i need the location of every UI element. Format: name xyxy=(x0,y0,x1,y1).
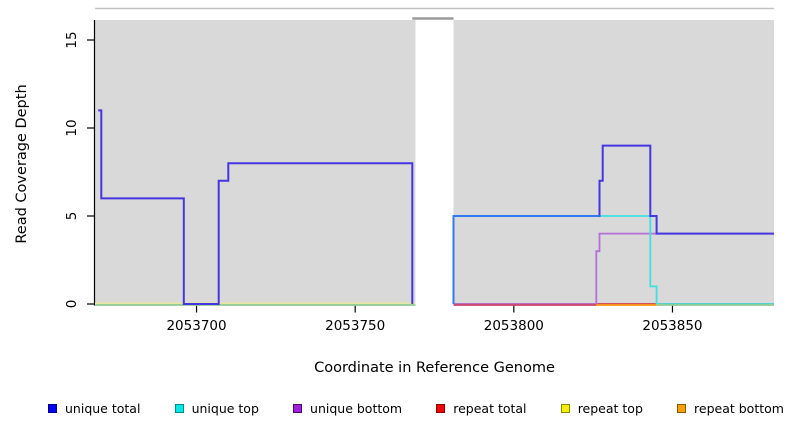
legend-label: repeat bottom xyxy=(694,400,784,416)
legend-item-unique-top: unique top xyxy=(174,400,259,416)
legend-label: unique bottom xyxy=(310,400,403,416)
y-tick-label: 0 xyxy=(64,300,80,309)
y-tick-label: 15 xyxy=(64,31,80,48)
legend-item-repeat-bottom: repeat bottom xyxy=(677,401,784,416)
masked-region-rect xyxy=(453,20,774,306)
x-tick-label: 2053850 xyxy=(642,318,702,334)
series-line-unique-bottom xyxy=(453,232,774,305)
legend-swatch-icon xyxy=(48,403,57,413)
legend-item-repeat-total: repeat total xyxy=(436,400,527,416)
x-tick-label: 2053800 xyxy=(484,318,544,334)
y-axis-title: Read Coverage Depth xyxy=(14,84,30,244)
legend-swatch-icon xyxy=(174,403,184,413)
legend-item-unique-bottom: unique bottom xyxy=(293,401,402,416)
legend-item-unique-total: unique total xyxy=(48,401,140,416)
x-tick-label: 2053700 xyxy=(166,318,226,334)
legend-label: repeat top xyxy=(577,400,643,416)
y-tick-label: 10 xyxy=(64,119,80,136)
legend: unique total unique top unique bottom repea… xyxy=(48,397,784,419)
series-overlap-segment xyxy=(452,215,600,304)
series-line-unique-total xyxy=(98,109,414,305)
y-tick-label: 5 xyxy=(64,212,80,221)
legend-label: unique top xyxy=(191,400,259,416)
legend-swatch-icon xyxy=(677,403,687,413)
legend-swatch-icon xyxy=(436,403,446,413)
x-axis-title: Coordinate in Reference Genome xyxy=(314,360,555,376)
legend-swatch-icon xyxy=(560,403,570,413)
legend-swatch-icon xyxy=(293,403,303,413)
legend-item-repeat-top: repeat top xyxy=(560,400,643,416)
legend-label: unique total xyxy=(65,400,141,416)
legend-label: repeat total xyxy=(453,400,527,416)
x-tick-label: 2053750 xyxy=(325,318,385,334)
